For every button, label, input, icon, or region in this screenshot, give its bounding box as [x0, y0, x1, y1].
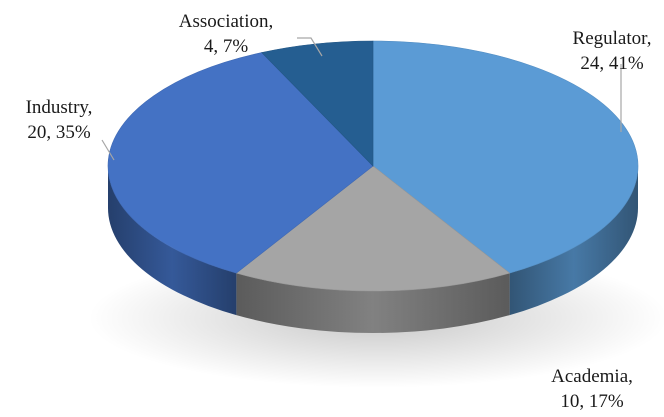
- data-label-association-value: 4, 7%: [204, 36, 249, 57]
- data-label-regulator-value: 24, 41%: [580, 53, 644, 74]
- leader-line-industry: [101, 139, 115, 161]
- data-label-industry-value: 20, 35%: [27, 122, 91, 143]
- pie-slice-industry: [107, 52, 374, 274]
- pie-slice-association: [261, 40, 374, 167]
- data-label-academia-value: 10, 17%: [560, 391, 624, 412]
- pie-side-academia: [236, 273, 510, 334]
- pie-sides: [108, 166, 638, 334]
- pie-tops: [107, 40, 639, 292]
- data-label-regulator-name: Regulator,: [573, 28, 652, 49]
- data-labels: Regulator, 24, 41% Academia, 10, 17% Industr…: [26, 11, 652, 412]
- pie-side-regulator: [509, 166, 638, 316]
- data-label-industry-name: Industry,: [26, 97, 93, 118]
- pie-side-industry: [108, 166, 237, 316]
- data-label-academia-name: Academia,: [551, 366, 633, 387]
- leader-line-association: [297, 37, 323, 57]
- leader-lines: [101, 37, 622, 161]
- pie-slice-academia: [235, 165, 511, 292]
- data-label-association-name: Association,: [179, 11, 273, 32]
- pie-slice-regulator: [372, 40, 639, 274]
